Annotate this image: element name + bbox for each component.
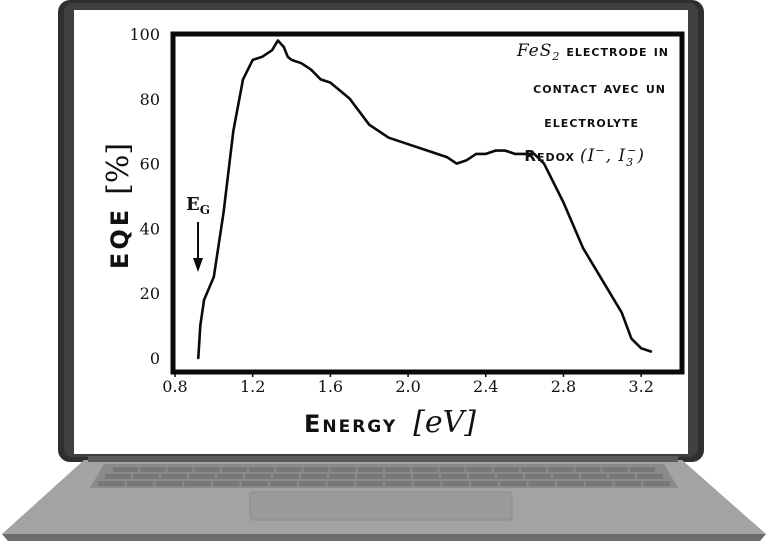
eqe-series-line <box>197 39 653 360</box>
legend-line-2: contact avec un <box>533 79 666 97</box>
y-tick-label: 0 <box>150 349 160 368</box>
keyboard-key <box>385 467 411 472</box>
keyboard-key <box>98 481 125 486</box>
keyboard-key <box>303 467 329 472</box>
keyboard-key <box>184 481 211 486</box>
keyboard-key <box>133 474 159 479</box>
keyboard-key <box>413 474 439 479</box>
keyboard-key <box>330 467 356 472</box>
keyboard-key <box>276 467 302 472</box>
y-tick-label: 80 <box>140 90 160 109</box>
keyboard-key <box>221 467 247 472</box>
keyboard-key <box>614 481 642 486</box>
keyboard-key <box>217 474 243 479</box>
x-tick-label: 3.2 <box>628 377 653 396</box>
keyboard-key <box>629 467 655 472</box>
x-tick-label: 1.2 <box>240 377 265 396</box>
keyboard-key <box>189 474 215 479</box>
keyboard-key <box>155 481 183 486</box>
keyboard-key <box>270 481 297 486</box>
keyboard-key <box>581 474 607 479</box>
keyboard-key <box>167 467 193 472</box>
keyboard-key <box>471 481 498 486</box>
eg-label: EG <box>186 194 210 217</box>
keyboard-key <box>385 481 412 486</box>
keyboard-key <box>413 481 441 486</box>
x-axis-ticks: 0.8 1.2 1.6 2.0 2.4 2.8 3.2 <box>162 372 654 396</box>
legend-annotation: FeS2 electrode in contact avec un electro… <box>516 41 669 169</box>
keyboard-key <box>385 474 411 479</box>
keyboard-key <box>329 474 355 479</box>
keyboard-key <box>442 481 470 486</box>
legend-line-4: Redox (I−, I3−) <box>524 144 645 169</box>
keyboard-key <box>548 467 574 472</box>
keyboard-key <box>602 467 628 472</box>
keyboard-key <box>466 467 492 472</box>
keyboard-key <box>273 474 299 479</box>
keyboard-key <box>553 474 579 479</box>
eg-annotation: EG <box>186 194 210 272</box>
keyboard-key <box>357 474 383 479</box>
keyboard-key <box>105 474 131 479</box>
keyboard-key <box>521 467 547 472</box>
keyboard-key <box>301 474 327 479</box>
keyboard-key <box>557 481 584 486</box>
keyboard-key <box>412 467 438 472</box>
y-axis-ticks: 0 20 40 60 80 100 <box>129 25 160 368</box>
x-tick-label: 2.0 <box>395 377 420 396</box>
keyboard-key <box>439 467 465 472</box>
keyboard-key <box>126 481 154 486</box>
plot-frame <box>170 31 685 375</box>
laptop-base-edge <box>2 534 766 541</box>
keyboard-key <box>241 481 269 486</box>
x-axis-title: Energy [eV] <box>304 405 476 440</box>
keyboard-key <box>575 467 601 472</box>
keyboard-key <box>525 474 551 479</box>
keyboard-key <box>585 481 613 486</box>
keyboard-key <box>441 474 467 479</box>
keyboard-key <box>194 467 220 472</box>
keyboard-key <box>609 474 635 479</box>
y-tick-label: 20 <box>140 284 160 303</box>
keyboard-key <box>637 474 663 479</box>
keyboard-key <box>161 474 187 479</box>
y-axis-title: EQE[%] <box>101 143 136 269</box>
keyboard-key <box>643 481 670 486</box>
keyboard-key <box>357 467 383 472</box>
laptop-hinge <box>88 456 678 462</box>
keyboard-key <box>493 467 519 472</box>
keyboard-key <box>113 467 139 472</box>
keyboard-key <box>497 474 523 479</box>
x-tick-label: 0.8 <box>162 377 187 396</box>
legend-line-3: electrolyte <box>544 113 639 131</box>
keyboard-key <box>298 481 326 486</box>
eg-arrow-head <box>193 258 203 272</box>
x-tick-label: 1.6 <box>318 377 343 396</box>
x-tick-label: 2.4 <box>473 377 498 396</box>
y-tick-label: 100 <box>129 25 160 44</box>
legend-line-1: FeS2 electrode in <box>516 41 669 63</box>
x-tick-label: 2.8 <box>551 377 576 396</box>
keyboard-key <box>469 474 495 479</box>
keyboard-key <box>249 467 275 472</box>
keyboard-key <box>356 481 383 486</box>
keyboard-key <box>528 481 556 486</box>
keyboard-key <box>212 481 240 486</box>
keyboard-key <box>245 474 271 479</box>
keyboard-key <box>327 481 355 486</box>
keyboard-key <box>499 481 527 486</box>
y-tick-label: 40 <box>140 219 160 238</box>
keyboard-key <box>140 467 166 472</box>
trackpad <box>249 491 513 521</box>
keyboard-keys <box>98 467 670 486</box>
y-tick-label: 60 <box>140 155 160 174</box>
